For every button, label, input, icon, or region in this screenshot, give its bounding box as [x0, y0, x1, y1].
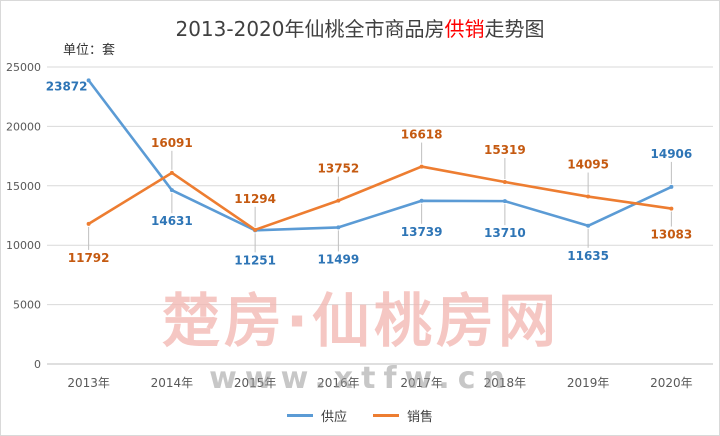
legend-item-supply[interactable]: 供应 — [286, 406, 347, 425]
watermark: 楚房·仙桃房网 www.xtfw.cn — [162, 287, 560, 396]
y-tick-label: 20000 — [6, 120, 41, 133]
data-label-sales: 16091 — [151, 136, 193, 150]
legend-label-sales: 销售 — [407, 410, 434, 425]
data-label-sales: 15319 — [484, 143, 526, 157]
data-label-sales: 11294 — [234, 192, 276, 206]
data-label-supply: 23872 — [46, 79, 88, 93]
data-label-supply: 11499 — [318, 252, 360, 266]
data-point-sales — [586, 194, 591, 199]
legend-label-supply: 供应 — [320, 410, 347, 425]
y-tick-label: 15000 — [6, 180, 41, 193]
series-line-sales — [87, 165, 673, 232]
x-tick-label: 2020年 — [650, 376, 693, 390]
data-point-supply — [419, 198, 424, 203]
data-point-sales — [253, 227, 258, 232]
legend-swatch-supply — [286, 414, 313, 417]
data-label-sales: 16618 — [401, 128, 443, 142]
data-label-supply: 14906 — [651, 147, 693, 161]
data-label-supply: 11251 — [234, 253, 276, 267]
y-tick-label: 25000 — [6, 61, 41, 74]
data-point-supply — [502, 199, 507, 204]
data-point-sales — [419, 164, 424, 169]
legend: 供应 销售 — [1, 406, 719, 425]
chart-title: 2013-2020年仙桃全市商品房供销走势图 — [1, 13, 719, 42]
data-point-sales — [336, 198, 341, 203]
x-tick-label: 2017年 — [400, 376, 443, 390]
data-point-supply — [169, 188, 174, 193]
watermark-url: www.xtfw.cn — [209, 361, 513, 396]
x-tick-label: 2013年 — [67, 376, 110, 390]
data-point-supply — [86, 78, 91, 83]
watermark-logo: 楚房·仙桃房网 — [162, 287, 560, 355]
legend-swatch-sales — [373, 414, 399, 417]
x-tick-label: 2014年 — [151, 376, 194, 390]
data-point-supply — [336, 225, 341, 230]
title-highlight: 供销 — [444, 17, 485, 41]
data-label-supply: 13710 — [484, 226, 526, 240]
x-tick-label: 2015年 — [234, 376, 277, 390]
data-point-supply — [586, 223, 591, 228]
line-chart: 0 5000 10000 15000 20000 25000 2013年 2014年 2015年… — [6, 61, 713, 396]
legend-item-sales[interactable]: 销售 — [373, 406, 433, 425]
y-tick-label: 5000 — [13, 299, 41, 312]
x-tick-label: 2018年 — [484, 376, 527, 390]
y-tick-label: 10000 — [6, 239, 41, 252]
title-prefix: 2013-2020年仙桃全市商品房 — [175, 17, 445, 41]
series-line-supply — [87, 79, 673, 232]
data-label-sales: 13083 — [651, 228, 693, 242]
data-point-supply — [669, 184, 674, 189]
data-label-supply: 14631 — [151, 214, 193, 228]
data-label-sales: 11792 — [68, 251, 110, 265]
data-point-sales — [86, 221, 91, 226]
data-point-sales — [502, 180, 507, 185]
x-tick-label: 2019年 — [567, 376, 610, 390]
y-tick-label: 0 — [34, 358, 41, 371]
title-suffix: 走势图 — [484, 17, 545, 41]
data-label-supply: 11635 — [567, 249, 609, 263]
x-tick-label: 2016年 — [317, 376, 360, 390]
data-point-sales — [169, 170, 174, 175]
unit-label: 单位：套 — [63, 43, 116, 58]
data-label-sales: 13752 — [318, 162, 360, 176]
data-label-supply: 13739 — [401, 225, 443, 239]
data-label-sales: 14095 — [567, 158, 609, 172]
data-point-sales — [669, 206, 674, 211]
